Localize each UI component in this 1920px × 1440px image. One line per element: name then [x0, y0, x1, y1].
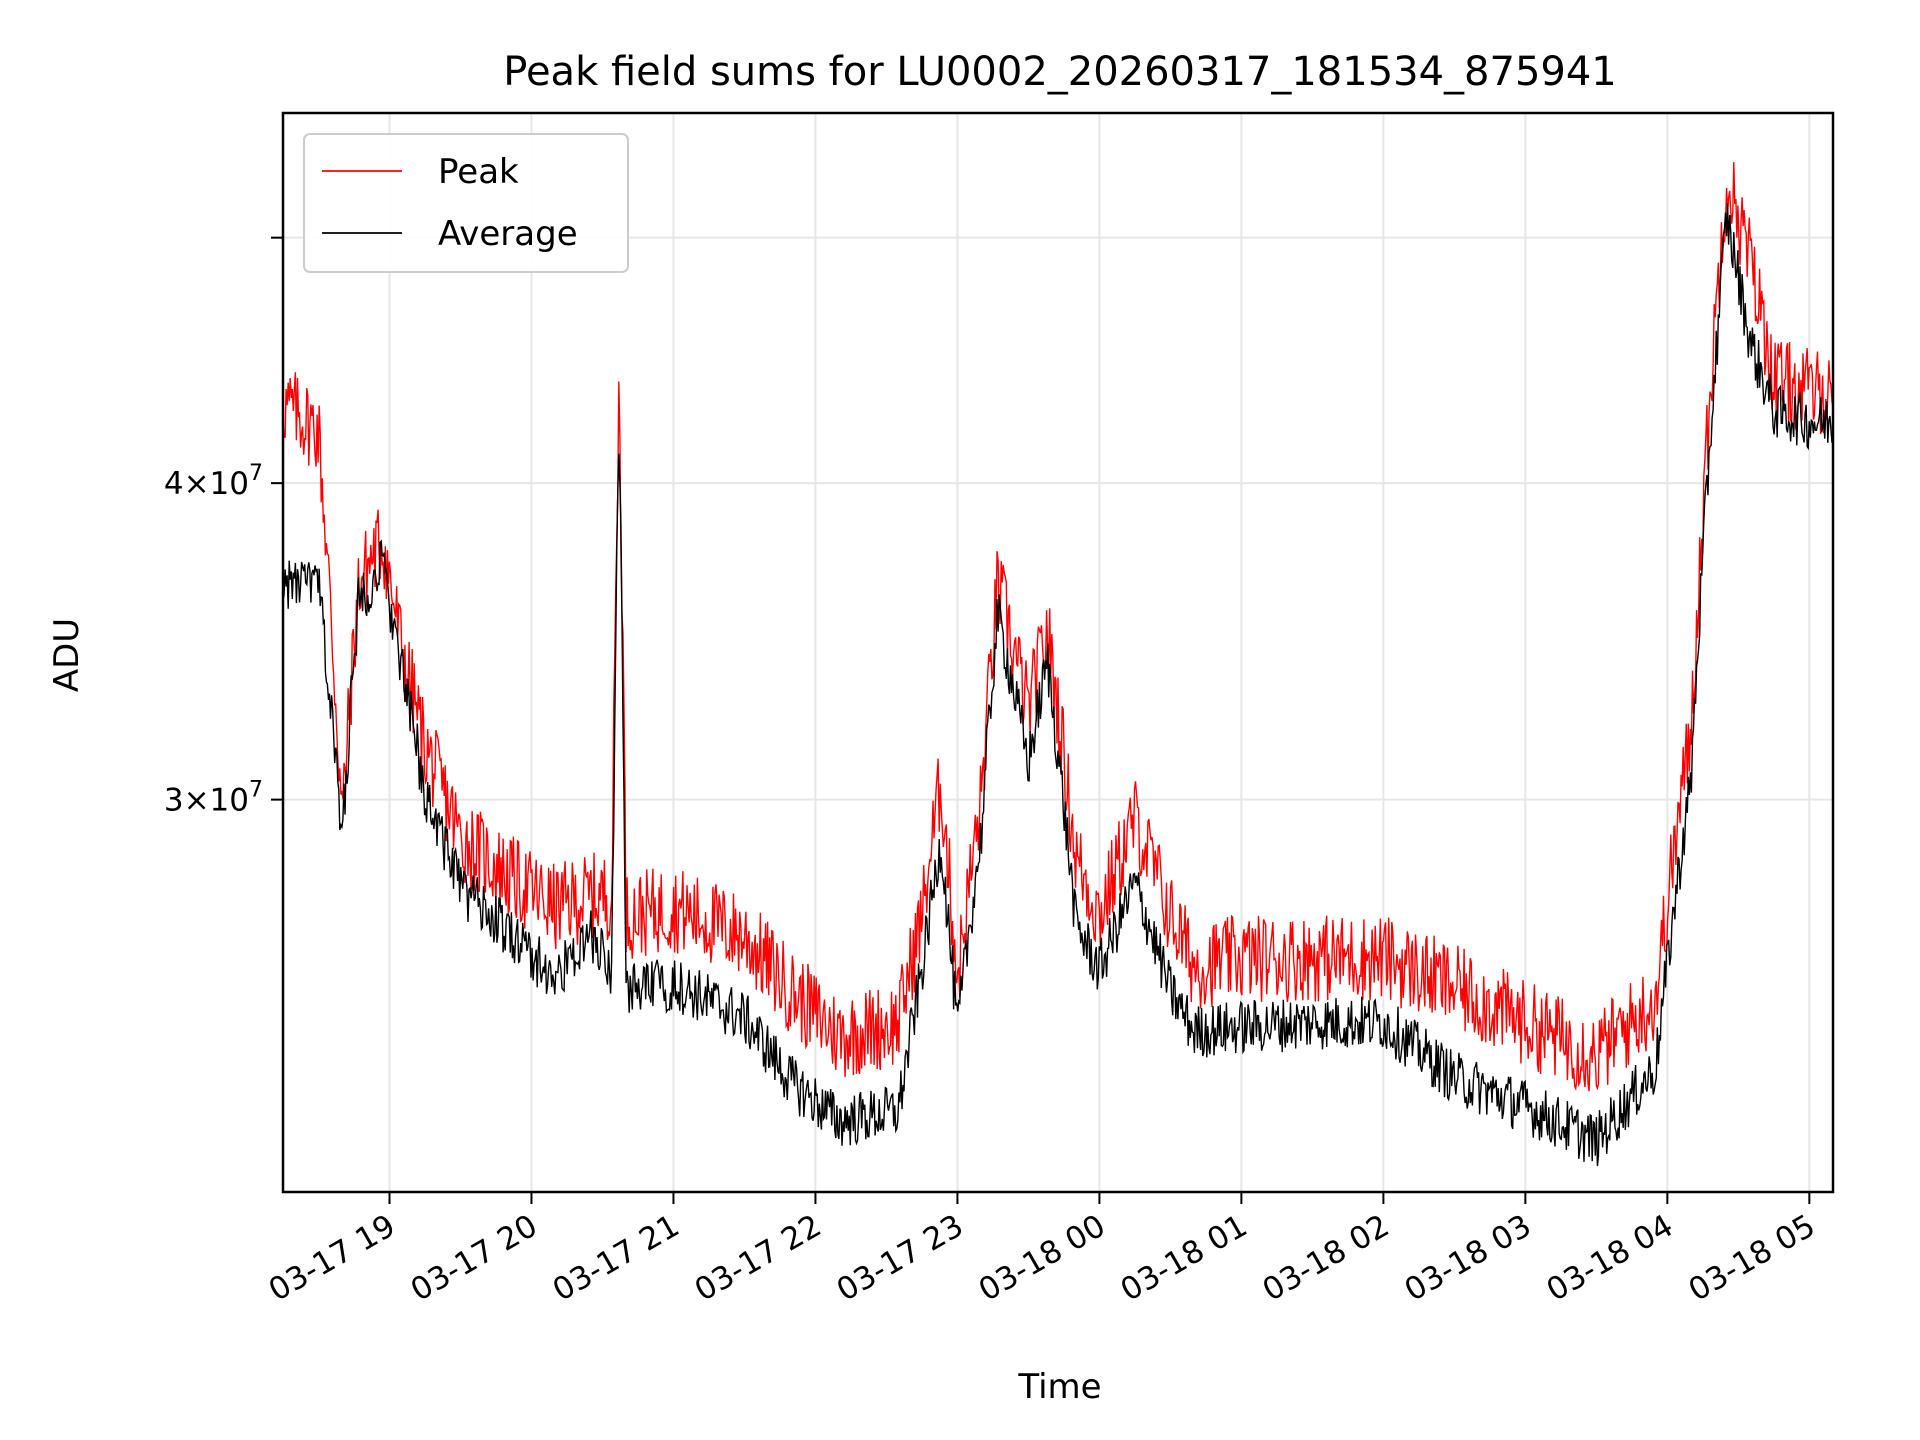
- plot-frame: [281, 111, 1835, 1194]
- chart-title: Peak field sums for LU0002_20260317_1815…: [503, 49, 1617, 95]
- legend-label-peak: Peak: [438, 152, 519, 192]
- plot-area: [283, 162, 1833, 1167]
- series-line-average: [283, 203, 1833, 1167]
- y-axis-label: ADU: [47, 618, 87, 692]
- y-tick-label: 4×107: [164, 461, 263, 502]
- series-line-peak: [283, 162, 1833, 1092]
- legend-label-average: Average: [438, 214, 578, 254]
- grid: [283, 113, 1833, 1192]
- legend: Peak Average: [303, 133, 629, 273]
- y-tick-label: 3×107: [164, 778, 263, 819]
- x-axis-label: Time: [1017, 1367, 1101, 1407]
- legend-box: [303, 133, 629, 273]
